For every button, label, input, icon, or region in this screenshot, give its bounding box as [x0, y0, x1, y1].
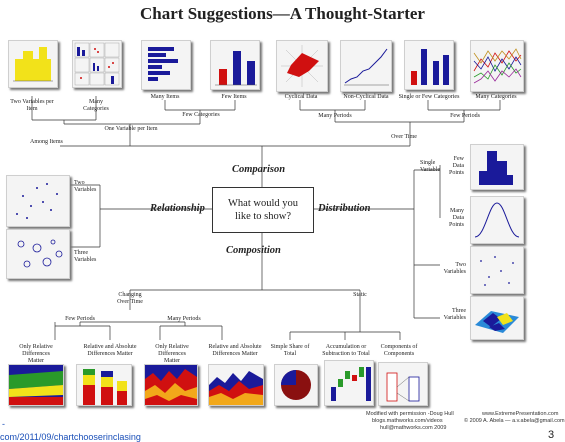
credit-email: hull@mathworks.com 2009 — [380, 425, 447, 431]
credit-site: www.ExtremePresentation.com — [482, 411, 559, 417]
thumb-table-embedded-charts — [72, 40, 122, 88]
label-relationship-two-variables: Two Variables — [74, 180, 97, 193]
credit-copyright: © 2009 A. Abela — a.v.abela@gmail.com — [464, 418, 565, 424]
label-non-cyclical-data: Non-Cyclical Data — [343, 94, 389, 100]
thumb-circular-area-chart — [276, 40, 328, 92]
label-only-relative-2: Only Relative Differences Matter — [155, 344, 189, 364]
label-static: Static — [353, 292, 367, 298]
thumb-column-histogram — [470, 144, 524, 190]
label-many-periods: Many Periods — [318, 113, 352, 119]
thumb-column-chart — [210, 40, 260, 90]
thumb-bubble-chart — [6, 229, 70, 279]
label-accumulation: Accumulation or Subtraction to Total — [322, 344, 370, 357]
label-distribution-three-variables: Three Variables — [443, 308, 466, 321]
credit-blog: blogs.mathworks.com/videos — [372, 418, 443, 424]
label-among-items: Among Items — [30, 139, 63, 145]
label-many-categories: Many Categories — [83, 99, 109, 112]
label-many-data-points: Many Data Points — [448, 208, 464, 228]
label-few-items: Few Items — [221, 94, 247, 100]
label-relationship-three-variables: Three Variables — [74, 250, 97, 263]
thumb-scatter-chart — [6, 175, 70, 227]
thumb-bar-chart — [141, 40, 191, 90]
label-many-items: Many Items — [150, 94, 180, 100]
center-question: What would you like to show? — [228, 198, 298, 222]
center-question-box: What would you like to show? — [212, 187, 314, 233]
thumb-stacked-area — [208, 364, 264, 406]
thumb-pie-chart — [274, 364, 318, 406]
category-composition: Composition — [226, 245, 281, 256]
category-relationship: Relationship — [150, 203, 205, 214]
thumb-scatter-distribution — [470, 246, 524, 294]
label-few-periods: Few Periods — [450, 113, 480, 119]
thumb-stacked-100-area — [144, 364, 198, 406]
label-many-categories-2: Many Categories — [475, 94, 517, 100]
label-one-variable-per-item: One Variable per Item — [104, 126, 158, 132]
footer-url-link[interactable]: com/2011/09/chartchooserinclasing — [0, 432, 141, 442]
thumb-column-chart-few — [404, 40, 454, 90]
label-relative-absolute-1: Relative and Absolute Differences Matter — [83, 344, 137, 357]
label-few-categories: Few Categories — [182, 112, 220, 118]
label-single-or-few-categories: Single or Few Categories — [398, 94, 460, 100]
thumb-stacked-100-with-subcomponents — [378, 362, 428, 406]
page-number: 3 — [548, 429, 555, 441]
thumb-stacked-column — [76, 364, 132, 406]
thumb-variable-width-column — [8, 40, 58, 88]
label-comp-many-periods: Many Periods — [167, 316, 201, 322]
label-relative-absolute-2: Relative and Absolute Differences Matter — [208, 344, 262, 357]
label-two-variables-per-item: Two Variables per Item — [10, 99, 54, 112]
label-changing-over-time: Changing Over Time — [117, 292, 143, 305]
label-distribution-two-variables: Two Variables — [443, 262, 466, 275]
label-cyclical-data: Cyclical Data — [284, 94, 318, 100]
credit-modified: Modified with permission -Doug Hull — [366, 411, 454, 417]
thumb-waterfall-chart — [324, 360, 374, 406]
thumb-stacked-100-column — [8, 364, 64, 406]
thumb-line-histogram — [470, 196, 524, 244]
category-comparison: Comparison — [232, 164, 286, 175]
label-simple-share: Simple Share of Total — [270, 344, 310, 357]
label-over-time: Over Time — [391, 134, 417, 140]
category-distribution: Distribution — [318, 203, 371, 214]
diagram-title: Chart Suggestions—A Thought-Starter — [140, 4, 425, 23]
label-single-variable: Single Variable — [420, 160, 440, 173]
label-comp-few-periods: Few Periods — [65, 316, 95, 322]
footer-dash: - — [2, 419, 5, 429]
thumb-3d-area-chart — [470, 296, 524, 340]
label-components: Components of Components — [380, 344, 418, 357]
thumb-multi-line-chart — [470, 40, 524, 92]
label-only-relative-1: Only Relative Differences Matter — [19, 344, 53, 364]
thumb-line-chart — [340, 40, 392, 92]
label-few-data-points: Few Data Points — [448, 156, 464, 176]
